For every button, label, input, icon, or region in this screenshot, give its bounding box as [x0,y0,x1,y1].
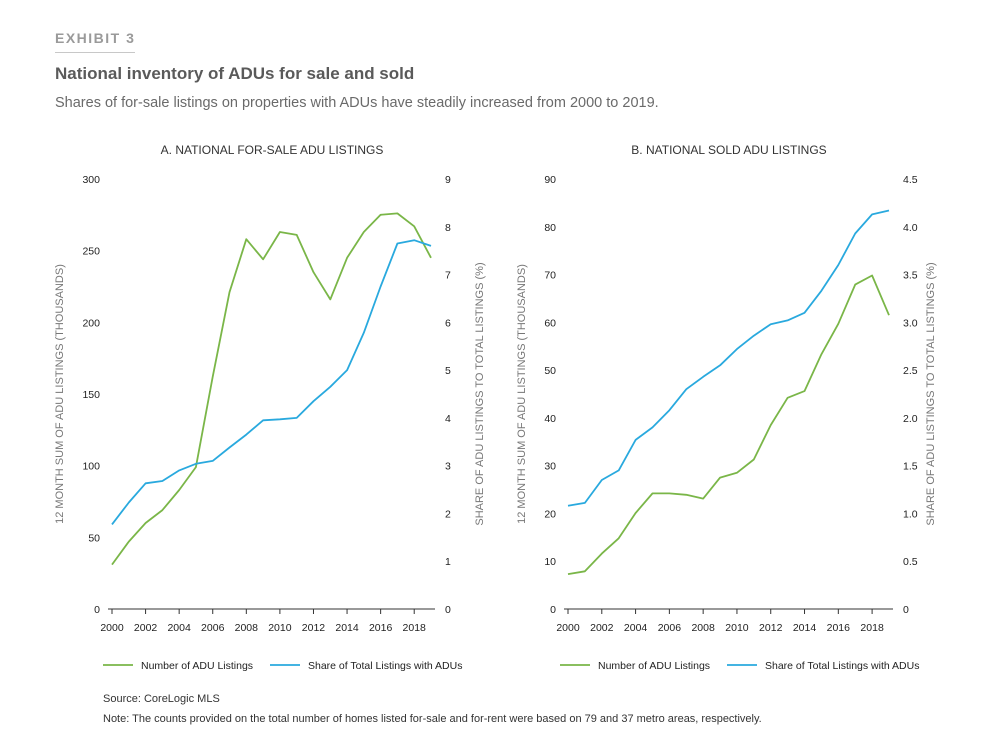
chart-b-series-adu-listings-line [567,274,890,575]
chart-a-x-tick-label: 2000 [100,622,124,634]
chart-b-y2-tick-label: 2.5 [903,365,918,377]
chart-b-x-tick-label: 2016 [827,622,851,634]
chart-a-x-tick-label: 2006 [201,622,225,634]
chart-a-y2-tick-label: 4 [445,413,451,425]
chart-b-x-tick-label: 2002 [590,622,614,634]
chart-b-y-tick-label: 20 [544,508,556,520]
chart-b-legend-label-share-listings: Share of Total Listings with ADUs [765,660,919,672]
chart-a-legend-label-share-listings: Share of Total Listings with ADUs [308,660,462,672]
chart-a-series-adu-listings-line [111,212,432,566]
chart-b-y2-tick-label: 4.5 [903,174,918,186]
chart-a-y2-tick-label: 2 [445,508,451,520]
chart-b-y-tick-label: 40 [544,413,556,425]
chart-b-y-tick-label: 0 [550,604,556,616]
page-subtitle: Shares of for-sale listings on propertie… [55,95,659,111]
chart-b-y2-tick-label: 1.5 [903,461,918,473]
chart-a-y2-tick-label: 7 [445,270,451,282]
chart-b-y2-axis-title: SHARE OF ADU LISTINGS TO TOTAL LISTINGS … [925,262,937,525]
chart-b-x-tick-label: 2010 [725,622,749,634]
chart-a-x-tick-label: 2016 [369,622,393,634]
chart-a-y2-tick-label: 0 [445,604,451,616]
chart-b-y-tick-label: 60 [544,317,556,329]
chart-a-y-tick-label: 300 [82,174,100,186]
source-note: Source: CoreLogic MLS [103,693,220,705]
chart-b-y-tick-label: 10 [544,556,556,568]
chart-b-x-tick-label: 2012 [759,622,783,634]
chart-a-x-tick-label: 2018 [403,622,427,634]
chart-b-y2-tick-label: 3.0 [903,317,918,329]
chart-b-title: B. NATIONAL SOLD ADU LISTINGS [631,143,827,157]
chart-b-x-tick-label: 2000 [556,622,580,634]
chart-b-legend-label-adu-listings: Number of ADU Listings [598,660,710,672]
chart-a-x-tick-label: 2012 [302,622,326,634]
chart-a-y2-tick-label: 1 [445,556,451,568]
footnote: Note: The counts provided on the total n… [103,713,762,725]
chart-a-x-tick-label: 2004 [167,622,191,634]
chart-a-y2-tick-label: 6 [445,317,451,329]
chart-a-y-tick-label: 250 [82,246,100,258]
chart-b-y-tick-label: 80 [544,222,556,234]
exhibit-label: EXHIBIT 3 [55,30,136,53]
chart-b-y2-tick-label: 0.5 [903,556,918,568]
chart-b-y-tick-label: 90 [544,174,556,186]
chart-a-y-tick-label: 200 [82,317,100,329]
chart-a-x-tick-label: 2002 [134,622,158,634]
chart-a-x-tick-label: 2008 [235,622,259,634]
chart-a-y2-tick-label: 5 [445,365,451,377]
chart-b-y-tick-label: 70 [544,270,556,282]
chart-a-y-axis-title: 12 MONTH SUM OF ADU LISTINGS (THOUSANDS) [54,264,66,524]
chart-b-x-tick-label: 2018 [860,622,884,634]
chart-b-x-tick-label: 2008 [691,622,715,634]
chart-b-y2-tick-label: 0 [903,604,909,616]
chart-a-x-tick-label: 2010 [268,622,292,634]
chart-b-y-axis-title: 12 MONTH SUM OF ADU LISTINGS (THOUSANDS) [516,264,528,524]
chart-a-y-tick-label: 150 [82,389,100,401]
chart-b-series-share-listings-line [567,209,890,507]
chart-a-y-tick-label: 100 [82,461,100,473]
chart-a-y2-axis-title: SHARE OF ADU LISTINGS TO TOTAL LISTINGS … [474,262,486,525]
chart-b-x-tick-label: 2004 [624,622,648,634]
chart-a-y2-tick-label: 3 [445,461,451,473]
chart-a-x-tick-label: 2014 [335,622,359,634]
chart-a-y2-tick-label: 8 [445,222,451,234]
chart-a-title: A. NATIONAL FOR-SALE ADU LISTINGS [160,143,384,157]
page-title: National inventory of ADUs for sale and … [55,64,415,83]
chart-a-y2-tick-label: 9 [445,174,451,186]
chart-a-y-tick-label: 50 [88,532,100,544]
chart-b-y-tick-label: 50 [544,365,556,377]
chart-b-y2-tick-label: 3.5 [903,270,918,282]
chart-b-x-tick-label: 2006 [658,622,682,634]
chart-b-y2-tick-label: 4.0 [903,222,918,234]
chart-b-y2-tick-label: 1.0 [903,508,918,520]
chart-b-y2-tick-label: 2.0 [903,413,918,425]
chart-a-y-tick-label: 0 [94,604,100,616]
chart-a-series-share-listings-line [111,239,432,525]
chart-b-y-tick-label: 30 [544,461,556,473]
chart-b-x-tick-label: 2014 [793,622,817,634]
chart-a-legend-label-adu-listings: Number of ADU Listings [141,660,253,672]
